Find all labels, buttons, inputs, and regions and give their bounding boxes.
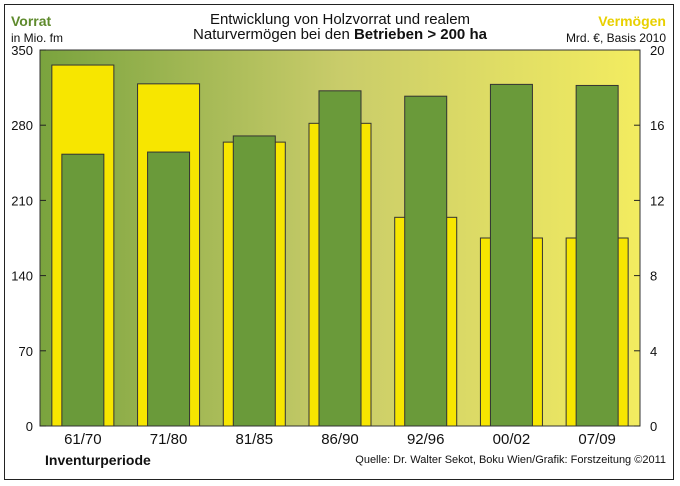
chart-title-line2: Naturvermögen bei den Betrieben > 200 ha [0, 27, 680, 43]
left-tick-label: 350 [11, 43, 33, 58]
vorrat-bar [404, 95, 448, 427]
right-tick-label: 16 [650, 118, 664, 133]
category-label: 86/90 [321, 431, 359, 448]
left-tick-label: 0 [26, 419, 33, 434]
source-note: Quelle: Dr. Walter Sekot, Boku Wien/Graf… [355, 454, 666, 466]
vorrat-bar [232, 135, 276, 427]
chart-title-line2-bold: Betrieben > 200 ha [353, 26, 487, 43]
chart-title-line2-prefix: Naturvermögen bei den [193, 26, 354, 43]
vorrat-bar [318, 90, 362, 427]
category-label: 61/70 [64, 431, 102, 448]
right-tick-label: 0 [650, 419, 657, 434]
category-label: 71/80 [150, 431, 188, 448]
right-axis-unit: Mrd. €, Basis 2010 [565, 31, 666, 45]
vorrat-bars [61, 83, 619, 427]
right-axis: 0 4 8 12 16 20 [634, 43, 664, 434]
vorrat-bar [61, 153, 105, 427]
left-tick-label: 140 [11, 269, 33, 284]
vorrat-bar [489, 83, 533, 427]
left-tick-label: 70 [19, 344, 33, 359]
left-tick-label: 210 [11, 193, 33, 208]
right-axis-title: Vermögen [598, 13, 666, 29]
category-label: 00/02 [493, 431, 531, 448]
right-tick-label: 12 [650, 193, 664, 208]
left-axis-title: Vorrat [11, 13, 52, 29]
category-label: 07/09 [578, 431, 616, 448]
vorrat-bar [575, 84, 619, 427]
x-axis-labels: 61/70 71/80 81/85 86/90 92/96 00/02 07/09 [64, 431, 616, 448]
left-tick-label: 280 [11, 118, 33, 133]
left-axis: 0 70 140 210 280 350 [11, 43, 46, 434]
right-tick-label: 4 [650, 344, 657, 359]
right-tick-label: 8 [650, 269, 657, 284]
right-tick-label: 20 [650, 43, 664, 58]
category-label: 81/85 [236, 431, 274, 448]
chart-title-line1: Entwicklung von Holzvorrat und realem [209, 11, 471, 28]
category-label: 92/96 [407, 431, 445, 448]
x-axis-title: Inventurperiode [45, 452, 151, 468]
vorrat-bar [147, 151, 191, 427]
left-axis-unit: in Mio. fm [11, 31, 64, 45]
